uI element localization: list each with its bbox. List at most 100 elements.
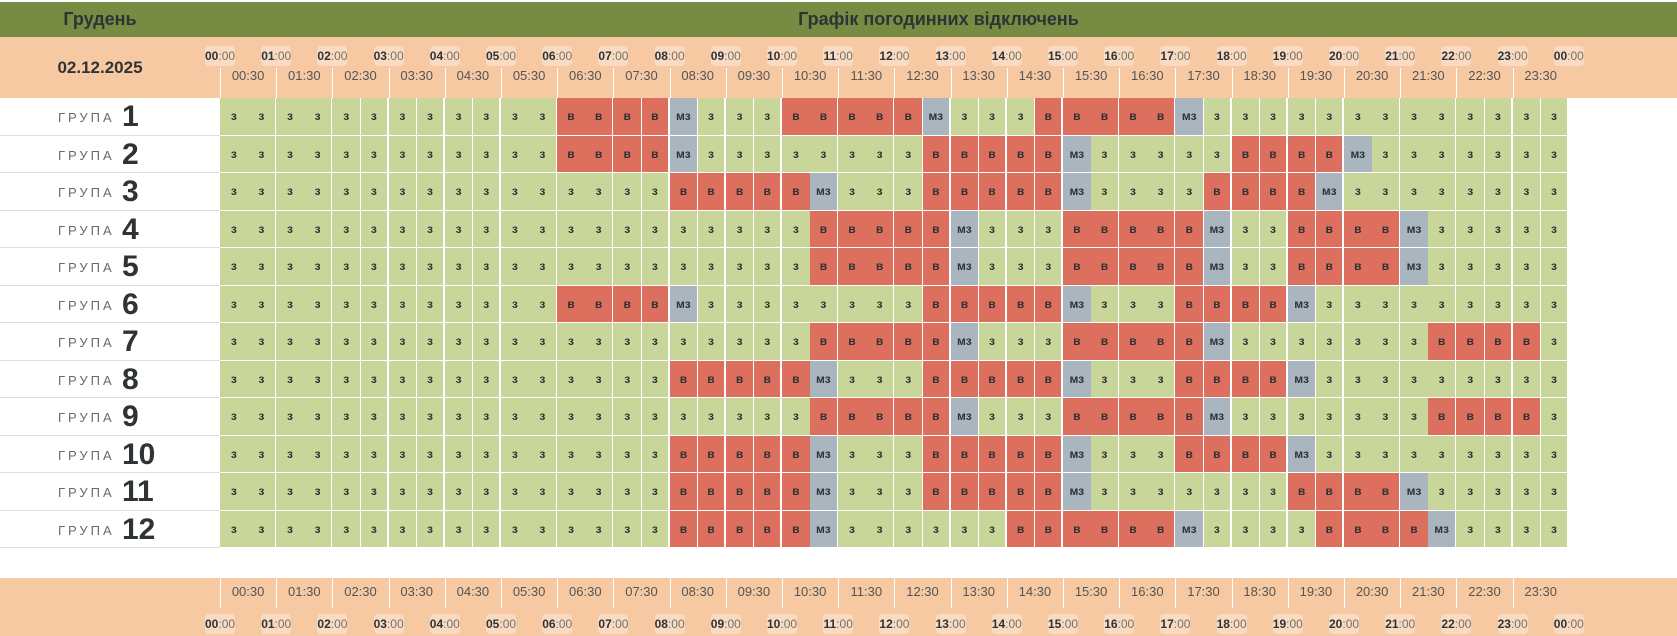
schedule-cell: з [613, 510, 642, 548]
hour-label: 05:00 [486, 614, 516, 634]
schedule-cell: в [1512, 398, 1542, 436]
group-row-label: ГРУПА 1 [0, 98, 220, 136]
schedule-cell: в [1034, 473, 1064, 511]
schedule-cell: з [782, 248, 811, 286]
hour-minutes: :00 [836, 617, 853, 631]
hour-label: 16:00 [1104, 614, 1134, 634]
schedule-cell: з [1456, 98, 1485, 136]
schedule-cell: з [866, 473, 895, 511]
schedule-cell: в [1259, 285, 1289, 323]
hour-minutes: :00 [1398, 49, 1416, 63]
schedule-cell: з [1428, 360, 1457, 398]
schedule-cell: з [444, 210, 474, 248]
half-hour-label: 17:30 [1187, 584, 1220, 599]
hour-label: 02:00 [317, 614, 347, 634]
schedule-cell: з [1540, 398, 1570, 436]
schedule-cell: з [501, 173, 530, 211]
schedule-cell: з [1091, 135, 1120, 173]
hour-value: 21 [1385, 49, 1399, 63]
hour-tick [670, 68, 671, 98]
schedule-cell: в [753, 435, 783, 473]
schedule-cell: з [1428, 435, 1457, 473]
hour-tick [838, 68, 839, 98]
schedule-cell: з [276, 435, 305, 473]
schedule-cell: з [332, 210, 361, 248]
schedule-cell: з [1456, 248, 1485, 286]
schedule-cell: з [1344, 398, 1373, 436]
schedule-cell: з [276, 323, 305, 361]
schedule-cell: в [1287, 473, 1317, 511]
hour-label: 00:00 [205, 46, 235, 66]
schedule-cell: в [753, 473, 783, 511]
schedule-cell: з [1372, 435, 1401, 473]
hour-label: 12:00 [879, 46, 909, 66]
schedule-cell: з [248, 360, 277, 398]
schedule-cell: з [220, 435, 249, 473]
schedule-cell: з [501, 398, 530, 436]
schedule-cell: з [1259, 510, 1289, 548]
group-row-label: ГРУПА 7 [0, 323, 220, 361]
schedule-cell: з [472, 360, 502, 398]
schedule-cell: з [613, 473, 642, 511]
schedule-cell: з [1512, 510, 1542, 548]
schedule-cell: з [529, 285, 558, 323]
schedule-cell: мз [1203, 323, 1233, 361]
half-hour-label: 00:30 [231, 584, 265, 599]
schedule-cell: мз [1428, 510, 1457, 548]
schedule-cell: з [725, 398, 755, 436]
schedule-cell: мз [1063, 435, 1092, 473]
schedule-cell: з [220, 135, 249, 173]
schedule-cell: з [894, 473, 923, 511]
hour-value: 02 [317, 617, 331, 631]
schedule-cell: з [782, 210, 811, 248]
schedule-cell: з [472, 510, 502, 548]
hour-minutes: :00 [780, 49, 798, 63]
schedule-cell: з [388, 323, 418, 361]
group-word: ГРУПА [58, 147, 115, 163]
schedule-cell: з [1540, 173, 1570, 211]
hour-tick [1288, 68, 1289, 98]
hour-label: 17:00 [1160, 46, 1190, 66]
hour-minutes: :00 [386, 49, 404, 63]
schedule-cell: з [501, 98, 530, 136]
schedule-cell: з [1203, 510, 1233, 548]
schedule-cell: з [1091, 173, 1120, 211]
schedule-cell: з [585, 473, 614, 511]
schedule-cell: в [922, 360, 952, 398]
schedule-cell: з [1344, 285, 1373, 323]
schedule-cell: в [697, 510, 727, 548]
schedule-cell: з [1231, 398, 1261, 436]
schedule-cell: з [472, 98, 502, 136]
half-hour-label: 09:30 [737, 584, 771, 599]
hour-value: 00 [205, 617, 219, 631]
half-hour-label: 14:30 [1018, 584, 1052, 599]
schedule-cell: з [1456, 173, 1485, 211]
schedule-cell: з [894, 435, 923, 473]
schedule-cell: мз [810, 435, 839, 473]
schedule-cell: з [388, 473, 418, 511]
schedule-cell: з [894, 135, 923, 173]
half-hour-label: 03:30 [400, 68, 433, 83]
schedule-cell: з [1400, 398, 1429, 436]
schedule-cell: з [1428, 473, 1457, 511]
schedule-cell: з [641, 435, 671, 473]
schedule-cell: мз [1287, 360, 1317, 398]
hour-value: 04 [429, 49, 444, 63]
schedule-cell: з [304, 285, 333, 323]
hour-tick [557, 68, 558, 98]
hour-minutes: :00 [1117, 617, 1135, 631]
hour-minutes: :00 [1061, 617, 1079, 631]
schedule-cell: з [1484, 360, 1514, 398]
schedule-cell: з [1512, 98, 1542, 136]
schedule-cell: з [697, 248, 727, 286]
schedule-cell: з [1456, 435, 1485, 473]
half-hour-label: 01:30 [288, 68, 321, 83]
hour-label: 18:00 [1216, 46, 1247, 66]
schedule-cell: з [978, 210, 1008, 248]
schedule-cell: в [1315, 135, 1345, 173]
hour-tick [782, 68, 783, 98]
schedule-cell: з [444, 135, 474, 173]
schedule-cell: з [304, 323, 333, 361]
hour-tick [220, 578, 221, 608]
schedule-cell: з [1540, 323, 1570, 361]
